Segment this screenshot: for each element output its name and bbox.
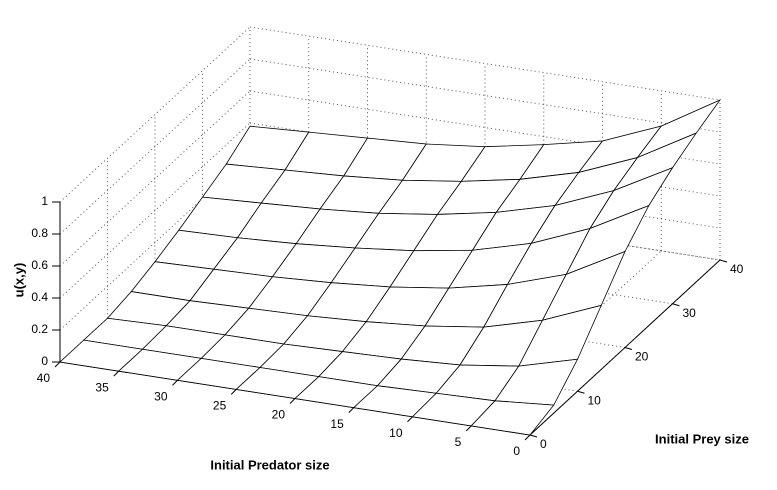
x-tick-label: 20 (635, 350, 649, 364)
z-tick-label: 0.4 (31, 290, 48, 304)
y-tick-label: 20 (272, 408, 286, 422)
y-tick (113, 370, 120, 377)
z-tick-label: 0.8 (31, 226, 48, 240)
x-axis-label: Initial Prey size (655, 431, 749, 446)
z-tick-label: 1 (41, 194, 48, 208)
grid-line (249, 58, 721, 133)
y-tick-label: 10 (389, 426, 403, 440)
y-tick (54, 361, 61, 368)
z-tick-label: 0.6 (31, 258, 48, 272)
x-tick-label: 0 (540, 437, 547, 451)
x-tick (529, 434, 538, 438)
y-tick (172, 379, 178, 386)
x-tick (719, 259, 728, 263)
y-tick-label: 35 (95, 380, 109, 394)
y-axis-label: Initial Predator size (210, 457, 329, 472)
x-tick (624, 347, 633, 350)
x-tick (577, 390, 585, 394)
y-tick-label: 5 (455, 435, 462, 449)
x-tick (672, 303, 680, 307)
y-tick-label: 15 (330, 417, 344, 431)
z-tick-label: 0.2 (31, 322, 48, 336)
y-tick-label: 40 (37, 371, 51, 385)
z-axis-label: u(x,y) (11, 263, 26, 298)
grid-line (249, 186, 721, 261)
x-tick-label: 30 (683, 306, 697, 320)
y-tick (407, 416, 413, 423)
y-tick-label: 30 (154, 389, 168, 403)
y-tick (524, 434, 531, 441)
y-tick (230, 389, 237, 395)
y-tick (289, 398, 296, 404)
x-tick-label: 40 (730, 262, 744, 276)
y-tick-label: 0 (513, 444, 520, 458)
y-tick (465, 425, 472, 432)
grid-line (249, 26, 721, 101)
z-tick-label: 0 (41, 354, 48, 368)
y-tick (348, 407, 355, 413)
surface-patch (470, 400, 555, 436)
y-tick-label: 25 (213, 399, 227, 413)
x-tick-label: 10 (588, 393, 602, 407)
